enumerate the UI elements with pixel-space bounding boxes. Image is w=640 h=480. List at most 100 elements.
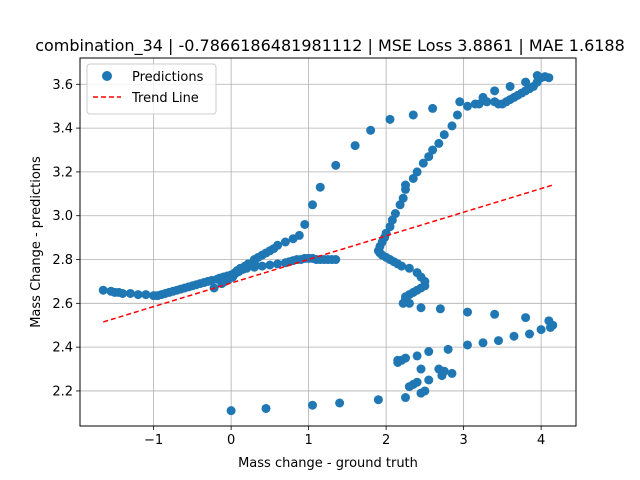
prediction-point: [401, 180, 410, 190]
prediction-point: [408, 110, 418, 120]
prediction-point: [118, 288, 128, 298]
prediction-point: [385, 114, 395, 124]
prediction-point: [420, 386, 430, 396]
prediction-point: [315, 182, 325, 192]
prediction-point: [133, 290, 143, 300]
axis-ticks: −1 0 1 2 3 4 2.2 2.4 2.6 2.8 3.0 3.2 3.4 3.6: [52, 78, 545, 448]
prediction-point: [412, 377, 422, 387]
prediction-point: [308, 400, 317, 410]
prediction-point: [226, 406, 236, 416]
prediction-point: [463, 307, 472, 317]
prediction-point: [141, 290, 151, 300]
prediction-point: [401, 393, 410, 403]
prediction-point: [125, 288, 135, 298]
prediction-point: [505, 81, 515, 91]
prediction-point: [424, 152, 434, 162]
prediction-point: [335, 398, 345, 408]
legend-label-trend-line: Trend Line: [131, 91, 199, 106]
prediction-point: [452, 110, 462, 120]
prediction-point: [463, 340, 472, 350]
y-tick-label: 2.8: [52, 253, 73, 268]
x-tick-label: 0: [227, 433, 235, 448]
x-axis-title: Mass change - ground truth: [238, 456, 418, 471]
x-tick-label: −1: [144, 433, 163, 448]
prediction-point: [331, 255, 341, 265]
prediction-point: [434, 138, 444, 148]
y-axis-title: Mass Change - predictions: [29, 156, 44, 328]
prediction-point: [98, 285, 108, 295]
prediction-point: [536, 325, 546, 335]
prediction-point: [397, 261, 407, 271]
prediction-point: [366, 125, 376, 135]
prediction-point: [273, 259, 283, 269]
prediction-point: [455, 97, 465, 107]
prediction-point: [398, 193, 408, 203]
prediction-point: [521, 77, 531, 87]
y-tick-label: 2.4: [52, 341, 73, 356]
prediction-point: [416, 364, 426, 374]
prediction-point: [474, 99, 484, 109]
y-tick-label: 3.6: [52, 78, 73, 93]
prediction-point: [544, 73, 554, 83]
prediction-point: [249, 262, 259, 272]
legend-marker-predictions: [102, 71, 112, 81]
prediction-point: [242, 263, 252, 273]
prediction-point: [331, 160, 341, 170]
prediction-point: [273, 240, 283, 250]
prediction-point: [494, 336, 503, 346]
prediction-point: [478, 338, 488, 348]
prediction-point: [428, 103, 438, 113]
prediction-point: [478, 92, 488, 102]
prediction-point: [257, 261, 267, 271]
prediction-point: [418, 158, 428, 168]
prediction-point: [443, 344, 453, 354]
prediction-point: [424, 375, 434, 385]
prediction-point: [280, 237, 290, 247]
legend-label-predictions: Predictions: [132, 70, 204, 85]
prediction-point: [350, 141, 360, 151]
prediction-point: [408, 173, 418, 183]
chart-title: combination_34 | -0.7866186481981112 | M…: [35, 36, 625, 56]
prediction-point: [300, 219, 310, 229]
x-tick-label: 3: [459, 433, 467, 448]
prediction-point: [404, 263, 414, 273]
prediction-point: [401, 353, 410, 363]
prediction-point: [401, 292, 410, 302]
prediction-point: [490, 309, 500, 319]
prediction-point: [404, 382, 414, 392]
prediction-point: [393, 357, 403, 367]
y-tick-label: 2.2: [52, 384, 73, 399]
prediction-point: [490, 86, 500, 96]
prediction-point: [509, 331, 519, 341]
prediction-point: [373, 395, 383, 405]
prediction-point: [234, 265, 244, 275]
plot-marks: [98, 71, 558, 416]
prediction-point: [416, 303, 426, 313]
prediction-point: [447, 121, 457, 131]
trend-line: [103, 184, 553, 323]
prediction-point: [404, 298, 414, 308]
y-tick-label: 3.4: [52, 122, 73, 137]
y-tick-label: 3.0: [52, 209, 73, 224]
prediction-point: [294, 230, 304, 240]
prediction-point: [308, 200, 317, 210]
plot-frame: [79, 57, 577, 427]
prediction-point: [439, 130, 449, 140]
y-tick-label: 3.2: [52, 165, 73, 180]
prediction-point: [532, 71, 542, 81]
prediction-point: [424, 347, 434, 357]
x-tick-label: 1: [304, 433, 312, 448]
prediction-point: [390, 209, 400, 219]
prediction-point: [412, 167, 422, 177]
prediction-point: [437, 371, 447, 381]
prediction-point: [525, 329, 534, 339]
prediction-point: [428, 145, 438, 155]
prediction-point: [261, 403, 271, 413]
prediction-point: [521, 313, 531, 323]
prediction-point: [265, 260, 275, 270]
prediction-point: [435, 304, 445, 314]
prediction-point: [412, 351, 422, 361]
legend-box: [86, 63, 217, 115]
x-tick-label: 4: [537, 433, 545, 448]
